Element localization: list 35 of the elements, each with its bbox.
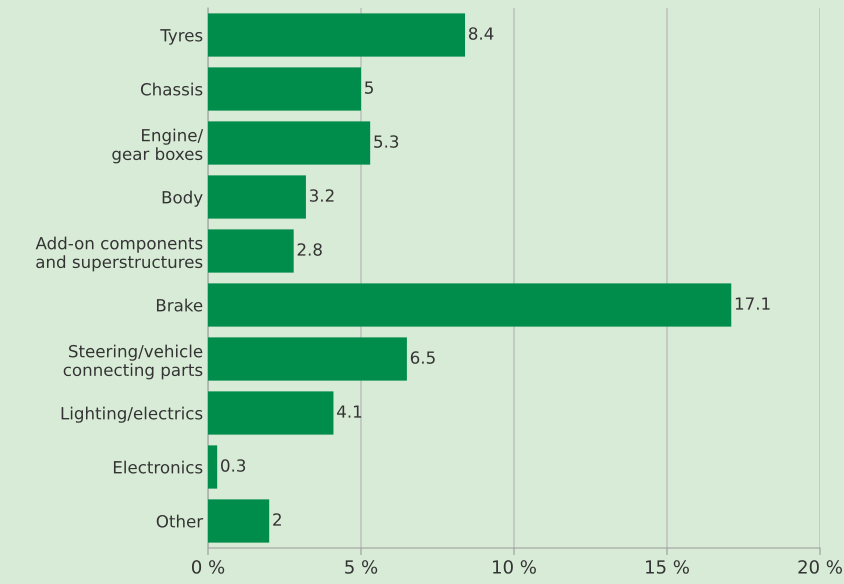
bar — [208, 283, 732, 327]
y-tick-label: Chassis — [140, 82, 202, 96]
data-label: 2 — [273, 513, 281, 526]
x-tick-label: 20 % — [798, 560, 842, 574]
bar — [208, 121, 370, 165]
x-tick-label: 10 % — [493, 560, 536, 574]
y-tick-label: Tyres — [160, 29, 202, 45]
data-label: 8.4 — [468, 27, 494, 40]
data-label: 6.5 — [410, 351, 435, 364]
data-label: 17.1 — [736, 297, 770, 310]
x-tick-label: 15 % — [646, 560, 689, 574]
bar — [208, 391, 334, 435]
bar — [208, 175, 306, 219]
y-tick-label: Other — [156, 514, 204, 528]
y-tick-label: Lighting/electrics — [62, 406, 202, 423]
data-label: 0.3 — [221, 459, 246, 472]
data-label: 4.1 — [337, 405, 362, 418]
data-label: 2.8 — [298, 243, 322, 256]
y-tick-label: Steering/vehicle connecting parts — [64, 344, 202, 380]
bar — [208, 445, 218, 489]
x-tick-label: 5 % — [345, 560, 378, 574]
y-tick-label: Add-on components and superstructures — [36, 236, 202, 272]
y-tick-label: Engine/ gear boxes — [112, 128, 204, 164]
data-label: 5 — [365, 81, 373, 94]
data-label: 3.2 — [310, 189, 334, 202]
bar — [208, 229, 294, 273]
bar — [208, 67, 361, 111]
x-tick-label: 0 % — [192, 560, 224, 574]
y-tick-label: Electronics — [114, 460, 202, 474]
bar — [208, 499, 270, 543]
bar — [208, 337, 407, 381]
data-label: 5.3 — [374, 135, 398, 148]
bar — [208, 13, 466, 57]
y-tick-label: Body — [162, 190, 203, 207]
y-tick-label: Brake — [156, 298, 202, 312]
